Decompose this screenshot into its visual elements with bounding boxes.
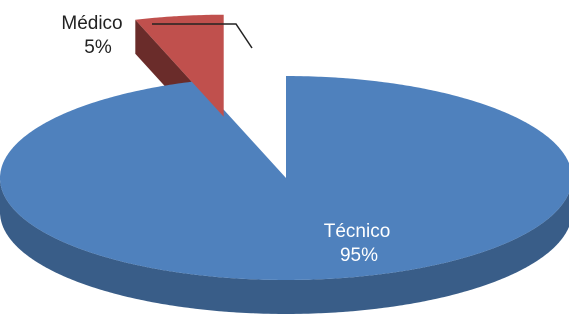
slice-tecnico-side — [0, 178, 569, 314]
slice-tecnico-side-face — [0, 178, 569, 314]
label-medico-pct: 5% — [84, 37, 112, 58]
label-tecnico-pct: 95% — [340, 245, 378, 266]
label-medico-name: Médico — [61, 13, 122, 34]
slice-medico — [135, 14, 224, 117]
leader-line-medico — [152, 23, 253, 49]
slice-tecnico — [0, 76, 569, 280]
label-tecnico-name: Técnico — [324, 221, 391, 242]
